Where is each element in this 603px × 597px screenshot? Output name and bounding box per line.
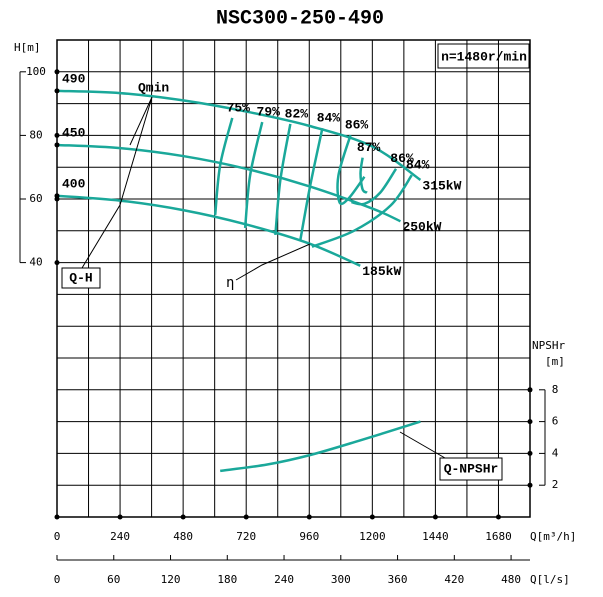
x2-tick-label: 60 (107, 573, 120, 586)
power-label: 315kW (422, 178, 461, 193)
y-dot (54, 260, 60, 266)
efficiency-curve (274, 123, 292, 236)
efficiency-label: 86% (390, 151, 414, 166)
x-tick-label: 1440 (422, 530, 449, 543)
x-tick (180, 514, 186, 520)
qh-box (61, 267, 101, 289)
speed-label: n=1480r/min (441, 49, 527, 64)
chart-title: NSC300-250-490 (216, 7, 384, 30)
y-tick-label: 100 (26, 65, 46, 78)
x-tick (432, 514, 438, 520)
x-tick-label: 0 (54, 530, 61, 543)
y2-dot (527, 482, 533, 488)
y2-axis-unit: [m] (545, 355, 565, 368)
npshr-label: Q-NPSHr (444, 461, 499, 476)
y-tick-label: 60 (29, 192, 42, 205)
x-tick (369, 514, 375, 520)
y2-dot (527, 419, 533, 425)
efficiency-curve (213, 117, 234, 216)
y2-tick-label: 8 (552, 383, 559, 396)
power-label: 250kW (402, 220, 441, 235)
head-dot (54, 193, 60, 199)
head-curve (56, 143, 401, 223)
efficiency-label: 75% (227, 100, 251, 115)
y2-tick-label: 2 (552, 478, 559, 491)
series-label: 450 (62, 125, 86, 140)
efficiency-curve (336, 134, 366, 206)
head-dot (54, 88, 60, 94)
x2-tick-label: 360 (388, 573, 408, 586)
eta-label: η (226, 275, 234, 291)
efficiency-curve (351, 168, 398, 206)
x-tick-label: 1200 (359, 530, 386, 543)
y2-tick-label: 6 (552, 415, 559, 428)
efficiency-label: 84% (406, 158, 430, 173)
y-dot (54, 132, 60, 138)
series-label: 490 (62, 71, 86, 86)
x2-tick-label: 420 (444, 573, 464, 586)
qmin-label: Qmin (138, 80, 169, 95)
series-label: 400 (62, 176, 86, 191)
x2-tick-label: 240 (274, 573, 294, 586)
efficiency-label: 79% (257, 104, 281, 119)
y2-tick-label: 4 (552, 446, 559, 459)
efficiency-curve (299, 127, 324, 241)
qmin-leader (81, 96, 153, 269)
x-tick (495, 514, 501, 520)
efficiency-curve (359, 157, 368, 194)
head-curve (56, 194, 361, 267)
x-tick-label: 960 (299, 530, 319, 543)
x-tick-label: 240 (110, 530, 130, 543)
y-tick-label: 40 (29, 256, 42, 269)
x-tick (306, 514, 312, 520)
y2-dot (527, 387, 533, 393)
efficiency-label: 87% (357, 140, 381, 155)
efficiency-curve (311, 174, 413, 248)
x2-axis-label: Q[l/s] (530, 573, 570, 586)
x-tick (243, 514, 249, 520)
x-axis-label: Q[m³/h] (530, 530, 576, 543)
y-dot (54, 69, 60, 75)
eta-leader (235, 243, 311, 281)
x2-tick-label: 120 (161, 573, 181, 586)
x2-tick-label: 0 (54, 573, 61, 586)
npshr-curve (220, 420, 421, 473)
x-tick (54, 514, 60, 520)
efficiency-label: 86% (345, 118, 369, 133)
x2-tick-label: 480 (501, 573, 521, 586)
x-tick (117, 514, 123, 520)
head-curve (56, 89, 422, 181)
speed-box (437, 43, 530, 69)
power-label: 185kW (362, 264, 401, 279)
x-tick-label: 1680 (485, 530, 512, 543)
x-tick-label: 720 (236, 530, 256, 543)
efficiency-label: 84% (317, 111, 341, 126)
efficiency-label: 82% (285, 106, 309, 121)
x-tick-label: 480 (173, 530, 193, 543)
y-tick-label: 80 (29, 128, 42, 141)
y-axis-label: H[m] (14, 41, 41, 54)
x2-tick-label: 300 (331, 573, 351, 586)
plot-frame (56, 39, 531, 518)
head-dot (54, 142, 60, 148)
npshr-box (439, 457, 503, 481)
x2-tick-label: 180 (217, 573, 237, 586)
y2-axis-label: NPSHr (532, 339, 565, 352)
qh-label: Q-H (69, 270, 92, 285)
y2-dot (527, 450, 533, 456)
efficiency-curve (243, 121, 264, 229)
npshr-leader (399, 431, 446, 459)
